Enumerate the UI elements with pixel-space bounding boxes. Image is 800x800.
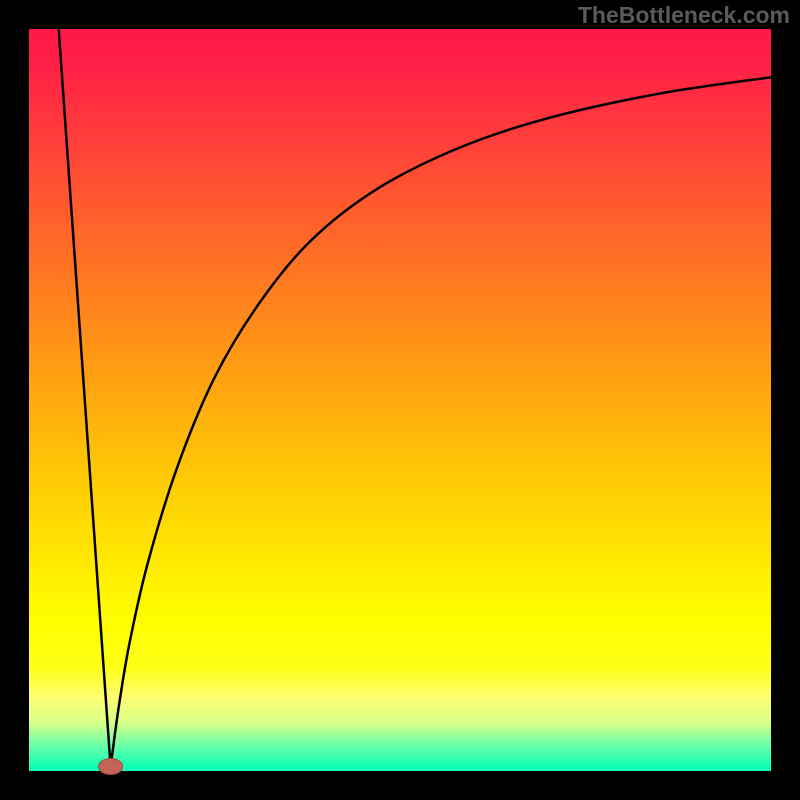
gradient-background	[29, 29, 771, 771]
minimum-marker	[99, 759, 123, 775]
attribution-text: TheBottleneck.com	[578, 2, 790, 29]
chart-container: TheBottleneck.com	[0, 0, 800, 800]
bottleneck-chart	[0, 0, 800, 800]
